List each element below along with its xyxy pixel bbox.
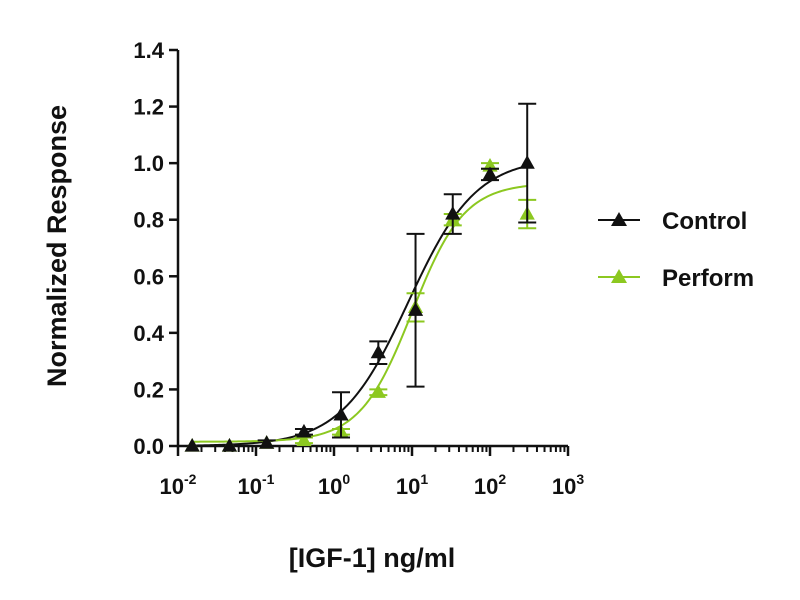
x-tick-label: 103 xyxy=(552,471,584,499)
data-point-control xyxy=(221,438,238,452)
data-point-perform xyxy=(370,384,386,398)
axes: 0.0 0.2 0.4 0.6 0.8 1.0 1.2 1.4 10-2 10-1 100 101 10… xyxy=(133,38,584,499)
y-axis-title: Normalized Response xyxy=(42,105,72,387)
y-tick-label: 1.0 xyxy=(133,151,164,176)
legend-marker xyxy=(611,212,627,226)
data-point-control xyxy=(370,344,386,359)
legend-label: Control xyxy=(662,208,747,235)
x-tick-label: 10-2 xyxy=(160,471,197,499)
y-tick-label: 1.4 xyxy=(133,38,164,63)
y-tick-label: 1.2 xyxy=(133,95,164,120)
y-tick-label: 0.0 xyxy=(133,434,164,459)
data-point-control xyxy=(296,423,312,438)
data-point-control xyxy=(184,438,200,452)
y-tick-label: 0.2 xyxy=(133,377,164,402)
legend-label: Perform xyxy=(662,265,754,292)
data-point-perform xyxy=(296,432,312,446)
y-tick-label: 0.4 xyxy=(133,321,164,346)
legend: Control Perform xyxy=(598,208,754,292)
legend-item-perform: Perform xyxy=(598,265,754,292)
x-axis-title: [IGF-1] ng/ml xyxy=(289,543,455,573)
data-point-control xyxy=(259,435,275,449)
fit-curves xyxy=(192,164,528,447)
data-point-control xyxy=(445,206,461,220)
legend-item-control: Control xyxy=(598,208,747,235)
legend-marker xyxy=(611,269,627,283)
data-points xyxy=(184,102,537,452)
x-tick-label: 101 xyxy=(396,471,428,499)
y-tick-label: 0.8 xyxy=(133,208,164,233)
fit-curve-control xyxy=(192,164,528,447)
data-point-control xyxy=(333,406,349,421)
y-tick-label: 0.6 xyxy=(133,264,164,289)
x-tick-label: 102 xyxy=(474,471,506,499)
x-tick-label: 10-1 xyxy=(238,471,275,499)
data-point-control xyxy=(407,302,424,316)
data-point-control xyxy=(482,166,498,181)
fit-curve-perform xyxy=(192,185,528,443)
x-tick-label: 100 xyxy=(318,471,350,499)
data-point-control xyxy=(519,155,535,169)
